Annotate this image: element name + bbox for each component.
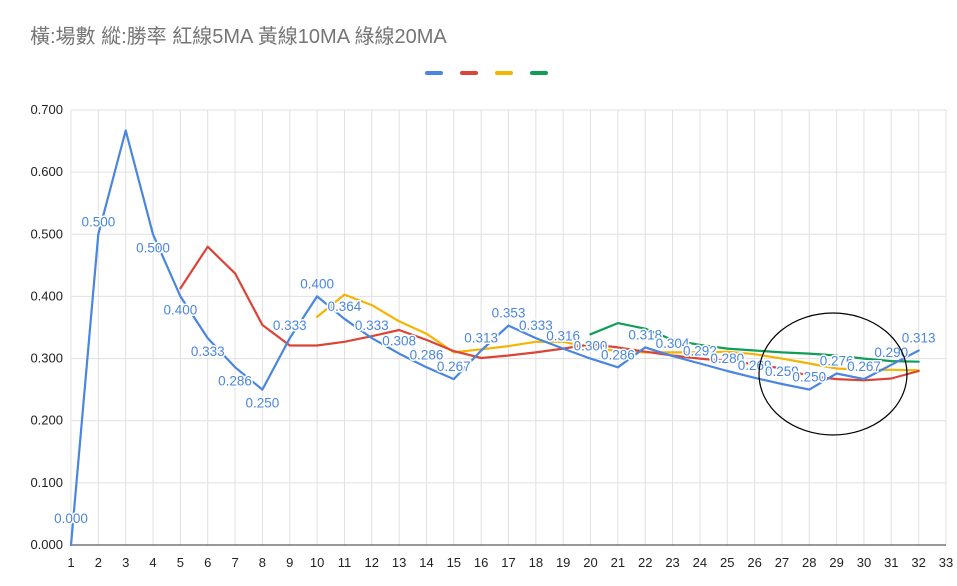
grid-lines (70, 109, 947, 546)
x-tick-label: 23 (665, 555, 679, 570)
series-line (316, 293, 920, 372)
y-tick-label: 0.000 (30, 537, 63, 552)
data-label: 0.333 (355, 318, 389, 333)
x-tick-label: 8 (259, 555, 266, 570)
x-tick-label: 15 (447, 555, 461, 570)
y-tick-labels: 0.000 0.100 0.200 0.300 0.400 0.500 0.600 0.700 (30, 102, 63, 552)
data-label: 0.286 (218, 373, 252, 388)
x-tick-label: 17 (501, 555, 515, 570)
highlight-circle (758, 312, 908, 436)
data-label: 0.364 (328, 299, 362, 314)
y-tick-label: 0.700 (30, 102, 63, 117)
data-label: 0.500 (81, 214, 115, 229)
x-tick-label: 6 (204, 555, 211, 570)
data-label: 0.267 (847, 359, 881, 374)
x-tick-label: 5 (177, 555, 184, 570)
series-line (589, 322, 920, 363)
data-label: 0.353 (492, 306, 526, 321)
data-label: 0.313 (902, 330, 936, 345)
data-label: 0.292 (683, 344, 717, 359)
x-tick-label: 9 (286, 555, 293, 570)
data-label: 0.250 (246, 396, 280, 411)
x-tick-label: 19 (556, 555, 570, 570)
data-label: 0.276 (820, 353, 854, 368)
data-labels: 0.000 0.500 0.500 0.400 0.333 0.286 0.250 0.333… (53, 213, 937, 528)
y-tick-label: 0.600 (30, 164, 63, 179)
x-tick-labels: 1 2 3 4 5 6 7 8 9 10 11 12 13 14 15 16 17 18 19 20 21 22 23 24 2… (67, 555, 953, 570)
data-label: 0.400 (163, 302, 197, 317)
data-label: 0.286 (410, 347, 444, 362)
x-tick-label: 16 (474, 555, 488, 570)
x-tick-label: 12 (365, 555, 379, 570)
x-tick-label: 14 (419, 555, 433, 570)
data-label: 0.333 (519, 318, 553, 333)
data-label: 0.318 (628, 327, 662, 342)
data-label: 0.300 (574, 339, 608, 354)
series-line (179, 245, 920, 382)
data-label: 0.500 (136, 240, 170, 255)
data-label: 0.267 (437, 359, 471, 374)
x-tick-label: 21 (611, 555, 625, 570)
x-tick-label: 26 (747, 555, 761, 570)
x-tick-label: 33 (939, 555, 953, 570)
x-tick-label: 27 (775, 555, 789, 570)
x-tick-label: 4 (149, 555, 156, 570)
series-line (69, 129, 920, 547)
x-tick-label: 28 (802, 555, 816, 570)
series-lines (69, 129, 920, 547)
x-tick-label: 32 (911, 555, 925, 570)
x-tick-label: 2 (95, 555, 102, 570)
y-tick-label: 0.500 (30, 226, 63, 241)
data-label: 0.280 (710, 351, 744, 366)
x-tick-label: 18 (529, 555, 543, 570)
x-tick-label: 1 (67, 555, 74, 570)
x-tick-label: 29 (829, 555, 843, 570)
x-tick-label: 3 (122, 555, 129, 570)
x-tick-label: 11 (338, 555, 352, 570)
data-label: 0.290 (874, 345, 908, 360)
data-label: 0.269 (738, 358, 772, 373)
y-tick-label: 0.400 (30, 288, 63, 303)
data-label: 0.250 (792, 370, 826, 385)
x-tick-label: 31 (884, 555, 898, 570)
data-label: 0.259 (765, 364, 799, 379)
data-label: 0.333 (273, 318, 307, 333)
x-tick-label: 20 (583, 555, 597, 570)
x-tick-label: 30 (857, 555, 871, 570)
data-label: 0.304 (656, 336, 690, 351)
x-tick-label: 24 (693, 555, 707, 570)
y-tick-label: 0.100 (30, 475, 63, 490)
data-label: 0.316 (546, 329, 580, 344)
y-tick-label: 0.300 (30, 351, 63, 366)
y-tick-label: 0.200 (30, 413, 63, 428)
data-label: 0.400 (300, 276, 334, 291)
data-label: 0.313 (464, 330, 498, 345)
x-tick-label: 13 (392, 555, 406, 570)
chart-title: 橫:場數 縱:勝率 紅線5MA 黃線10MA 綠線20MA (30, 26, 447, 48)
x-tick-label: 22 (638, 555, 652, 570)
x-tick-label: 10 (310, 555, 324, 570)
data-label: 0.333 (191, 344, 225, 359)
x-tick-label: 7 (231, 555, 238, 570)
x-tick-label: 25 (720, 555, 734, 570)
data-label: 0.000 (54, 511, 88, 526)
data-label: 0.308 (382, 334, 416, 349)
data-label: 0.286 (601, 347, 635, 362)
